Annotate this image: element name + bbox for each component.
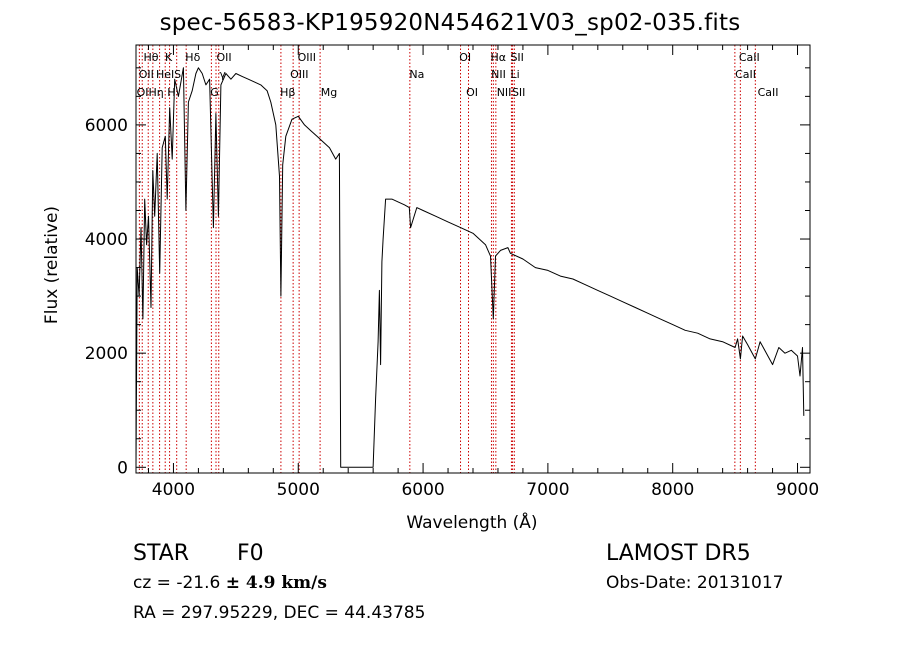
line-label: CaII — [735, 68, 756, 81]
y-tick-label: 4000 — [85, 230, 128, 250]
axis-ticks: 4000 5000 6000 7000 8000 9000 0 2000 4000 6000 — [85, 45, 819, 500]
x-tick-label: 8000 — [651, 480, 694, 500]
line-label: OI — [459, 51, 471, 64]
line-label: HeI — [156, 68, 174, 81]
line-label: OI — [137, 86, 149, 99]
line-label: SII — [510, 51, 523, 64]
line-label: Hα — [490, 51, 506, 64]
line-label: CaII — [758, 86, 779, 99]
line-label: Hθ — [143, 51, 158, 64]
line-label: S — [174, 68, 181, 81]
line-label: OIII — [298, 51, 316, 64]
object-class: STAR — [133, 541, 190, 566]
spectral-line-markers — [138, 45, 756, 473]
line-label: NII — [497, 86, 512, 99]
plot-frame — [135, 44, 811, 474]
line-label: G — [210, 86, 219, 99]
line-label: OI — [466, 86, 478, 99]
x-axis-label: Wavelength (Å) — [406, 511, 537, 533]
line-label: γ — [219, 68, 226, 81]
y-tick-label: 2000 — [85, 344, 128, 364]
x-tick-label: 4000 — [152, 480, 195, 500]
line-label: Hδ — [185, 51, 200, 64]
x-tick-label: 7000 — [526, 480, 569, 500]
spectrum-line — [135, 67, 805, 468]
x-tick-label: 5000 — [277, 480, 320, 500]
obs-date: Obs-Date: 20131017 — [606, 573, 784, 593]
coordinates: RA = 297.95229, DEC = 44.43785 — [133, 603, 426, 623]
y-axis-label: Flux (relative) — [42, 206, 62, 324]
line-label: CaII — [739, 51, 760, 64]
line-label: H — [167, 86, 175, 99]
redshift-value: cz = -21.6 — [133, 573, 226, 593]
line-label: Hβ — [280, 86, 295, 99]
line-label: OII — [139, 68, 154, 81]
y-tick-label: 0 — [117, 458, 128, 478]
redshift-error: ± 4.9 km/s — [225, 573, 327, 593]
x-tick-label: 6000 — [401, 480, 444, 500]
line-label: K — [165, 51, 173, 64]
redshift-readout: cz = -21.6 ± 4.9 km/s — [133, 573, 327, 593]
chart-title: spec-56583-KP195920N454621V03_sp02-035.f… — [159, 10, 741, 36]
subclass: F0 — [237, 541, 264, 566]
survey-label: LAMOST DR5 — [606, 541, 751, 566]
line-label: Mg — [321, 86, 337, 99]
line-label: OII — [217, 51, 232, 64]
line-label: Na — [409, 68, 424, 81]
y-tick-label: 6000 — [85, 116, 128, 136]
line-label: Hη — [148, 86, 163, 99]
line-label: SII — [512, 86, 525, 99]
x-tick-label: 9000 — [776, 480, 819, 500]
line-label: NII — [491, 68, 506, 81]
line-label: OIII — [290, 68, 308, 81]
line-label: Li — [510, 68, 519, 81]
